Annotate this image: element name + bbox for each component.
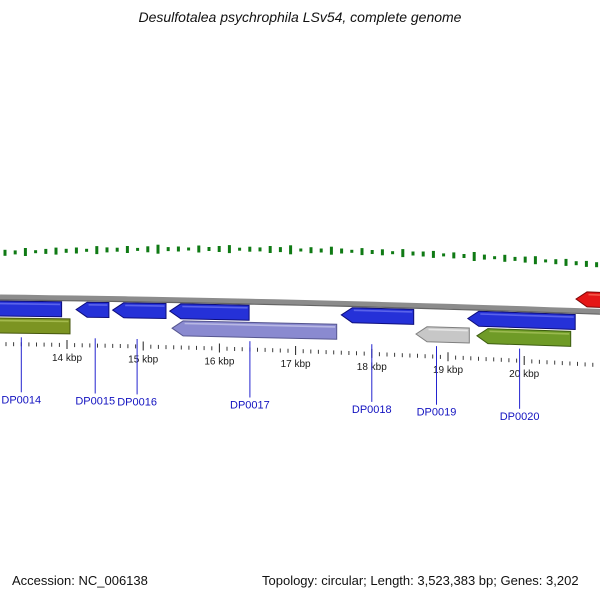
minimap-dash (44, 248, 48, 254)
minimap-dash (513, 256, 517, 261)
minimap-dash (340, 248, 344, 254)
minimap-dash (115, 247, 119, 252)
gene-label-dp0018[interactable]: DP0018 (352, 404, 392, 416)
minimap-dash (54, 247, 58, 255)
minimap-dash (176, 246, 180, 252)
minimap-dash (248, 246, 252, 252)
ruler-label: 20 kbp (509, 369, 539, 380)
minimap-dash (34, 250, 38, 254)
minimap-dash (523, 256, 527, 263)
minimap-dash (299, 248, 303, 252)
gene-arrow-highlight (182, 305, 248, 309)
minimap-dash (166, 247, 170, 252)
minimap-dash (85, 248, 89, 252)
gene-arrow-highlight (125, 304, 165, 307)
minimap-dash (217, 246, 221, 252)
gene-labels: DP0014 DP0015 DP0016 DP0017 DP0018 DP0019 DP00… (1, 337, 539, 423)
ruler-label: 15 kbp (128, 355, 158, 366)
backbone-band (0, 294, 600, 314)
whole-genome-minimap-track (3, 244, 599, 268)
minimap-dash (462, 254, 466, 258)
minimap-dash (289, 245, 293, 255)
gene-arrow-dp0015[interactable] (75, 301, 110, 319)
gene-arrow-highlight (184, 322, 336, 328)
minimap-dash (482, 254, 486, 260)
status-accession: Accession: NC_006138 (12, 573, 148, 588)
minimap-dash (64, 248, 68, 253)
minimap-dash (442, 253, 446, 257)
gene-label-dp0014[interactable]: DP0014 (1, 394, 41, 406)
gene-label-dp0017[interactable]: DP0017 (230, 400, 270, 412)
gene-track (0, 291, 600, 347)
ruler-label: 19 kbp (433, 365, 463, 376)
gene-arrow-highlight (353, 309, 413, 313)
minimap-dash (472, 252, 476, 261)
minimap-dash (268, 246, 272, 253)
minimap-dash (564, 258, 568, 266)
genome-backbone (0, 294, 600, 315)
gene-label-dp0019[interactable]: DP0019 (417, 407, 457, 419)
minimap-dash (319, 248, 323, 253)
minimap-dash (370, 250, 374, 254)
gene-label-dp0020[interactable]: DP0020 (500, 411, 540, 423)
page-title: Desulfotalea psychrophila LSv54, complet… (138, 9, 462, 25)
minimap-dash (360, 248, 364, 256)
minimap-dash (74, 247, 78, 254)
gene-arrow-highlight (0, 319, 69, 323)
minimap-dash (23, 248, 27, 256)
minimap-dash (595, 262, 599, 268)
minimap-dash (258, 247, 262, 252)
status-summary: Topology: circular; Length: 3,523,383 bp… (262, 573, 579, 588)
gene-arrow-dp0016[interactable] (111, 302, 167, 320)
minimap-dash (452, 252, 456, 259)
minimap-dash (238, 247, 242, 251)
minimap-dash (207, 247, 211, 251)
backbone-edge (0, 299, 600, 315)
minimap-dash (146, 246, 150, 253)
gene-arrow-highlight (428, 328, 468, 332)
minimap-dash (125, 246, 129, 253)
minimap-dash (554, 259, 558, 265)
minimap-dash (380, 249, 384, 256)
minimap-dash (227, 245, 231, 254)
minimap-dash (329, 246, 333, 255)
minimap-dash (187, 247, 191, 251)
minimap-dash (533, 256, 537, 265)
minimap-dash (278, 247, 282, 253)
gene-label-dp0016[interactable]: DP0016 (117, 396, 157, 408)
minimap-dash (411, 251, 415, 256)
ruler-label: 14 kbp (52, 353, 82, 364)
minimap-dash (574, 261, 578, 266)
minimap-dash (309, 247, 313, 254)
minimap-dash (401, 249, 405, 258)
gene-label-dp0015[interactable]: DP0015 (75, 396, 115, 408)
gene-arrow-highlight (489, 330, 570, 335)
minimap-dash (584, 260, 588, 267)
minimap-dash (13, 250, 17, 255)
minimap-dash (421, 251, 425, 257)
minimap-dash (431, 250, 435, 258)
minimap-dash (391, 251, 395, 255)
minimap-dash (136, 247, 140, 251)
minimap-dash (105, 247, 109, 253)
minimap-dash (156, 244, 160, 254)
minimap-dash (503, 254, 507, 262)
minimap-dash (493, 256, 497, 260)
ruler-label: 17 kbp (281, 359, 311, 370)
minimap-dash (3, 249, 7, 256)
minimap-dash (197, 245, 201, 253)
gene-arrow-highlight (588, 293, 600, 296)
ruler: 14 kbp 15 kbp 16 kbp 17 kbp 18 kbp 19 kbp 20 k… (5, 340, 594, 380)
minimap-dash (350, 249, 354, 253)
gene-arrow-highlight (0, 302, 61, 306)
gene-arrow-highlight (480, 313, 574, 318)
minimap-dash (95, 246, 99, 255)
minimap-dash (544, 259, 548, 263)
gene-arrow[interactable] (575, 291, 600, 308)
ruler-label: 16 kbp (204, 357, 234, 368)
